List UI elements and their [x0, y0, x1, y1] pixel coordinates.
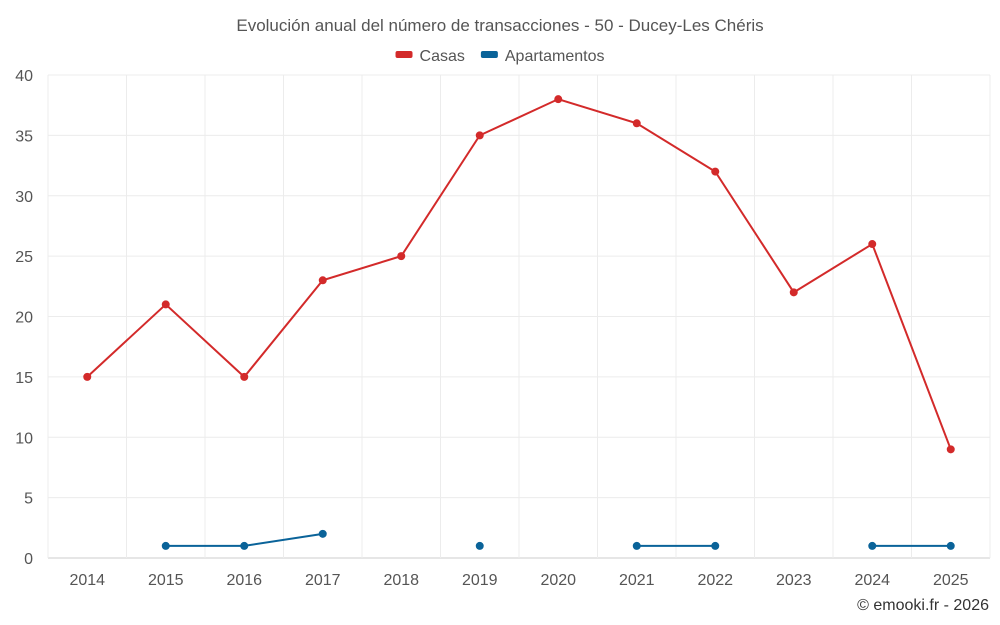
data-point-apartamentos[interactable] [240, 541, 249, 550]
legend-swatch-casas[interactable] [395, 51, 413, 58]
chart-title: Evolución anual del número de transaccio… [236, 16, 763, 35]
data-point-casas[interactable] [789, 288, 798, 297]
y-tick-label: 25 [15, 249, 33, 266]
data-point-casas[interactable] [868, 240, 877, 249]
x-tick-label: 2015 [148, 572, 184, 589]
data-point-apartamentos[interactable] [946, 541, 955, 550]
data-point-casas[interactable] [161, 300, 170, 309]
x-tick-label: 2024 [854, 572, 890, 589]
credit-text: © emooki.fr - 2026 [857, 597, 989, 614]
grid-lines [47, 74, 991, 559]
series-group [83, 95, 955, 550]
y-tick-label: 0 [24, 551, 33, 568]
data-point-apartamentos[interactable] [711, 541, 720, 550]
data-point-casas[interactable] [554, 95, 563, 104]
data-point-apartamentos[interactable] [632, 541, 641, 550]
data-point-casas[interactable] [711, 167, 720, 176]
x-tick-label: 2019 [462, 572, 498, 589]
data-point-apartamentos[interactable] [868, 541, 877, 550]
x-tick-label: 2023 [776, 572, 812, 589]
x-tick-label: 2021 [619, 572, 655, 589]
data-point-casas[interactable] [240, 372, 249, 381]
y-tick-label: 5 [24, 491, 33, 508]
data-point-casas[interactable] [318, 276, 327, 285]
data-point-apartamentos[interactable] [161, 541, 170, 550]
y-tick-label: 40 [15, 68, 33, 85]
data-point-casas[interactable] [83, 372, 92, 381]
y-tick-label: 10 [15, 430, 33, 447]
x-tick-label: 2018 [383, 572, 419, 589]
y-tick-label: 30 [15, 189, 33, 206]
x-tick-label: 2014 [69, 572, 105, 589]
data-point-casas[interactable] [397, 252, 406, 261]
legend: Casas Apartamentos [395, 48, 605, 65]
x-tick-label: 2025 [933, 572, 969, 589]
x-tick-label: 2016 [226, 572, 262, 589]
x-tick-label: 2017 [305, 572, 341, 589]
data-point-apartamentos[interactable] [475, 541, 484, 550]
x-tick-label: 2020 [540, 572, 576, 589]
data-point-casas[interactable] [632, 119, 641, 128]
data-point-casas[interactable] [475, 131, 484, 140]
data-point-casas[interactable] [946, 445, 955, 454]
legend-label-apartamentos: Apartamentos [505, 48, 605, 65]
y-tick-label: 20 [15, 310, 33, 327]
series-line-casas [86, 98, 952, 450]
data-point-apartamentos[interactable] [318, 529, 327, 538]
x-tick-label: 2022 [697, 572, 733, 589]
legend-swatch-apartamentos[interactable] [480, 51, 498, 58]
legend-label-casas: Casas [420, 48, 465, 65]
y-tick-label: 15 [15, 370, 33, 387]
y-tick-label: 35 [15, 128, 33, 145]
